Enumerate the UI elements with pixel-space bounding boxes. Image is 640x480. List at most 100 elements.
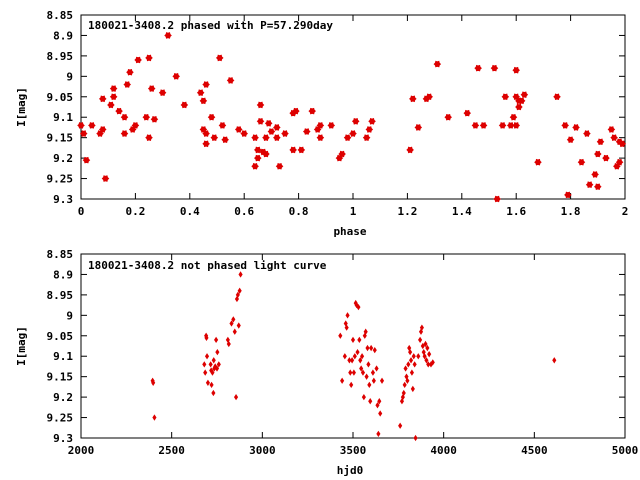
unphased-data-point — [425, 344, 430, 352]
unphased-data-point — [361, 393, 366, 401]
unphased-data-point — [350, 336, 356, 344]
phased-data-point — [196, 89, 205, 96]
phased-data-point — [199, 97, 208, 105]
phased-data-point — [254, 154, 262, 162]
phased-x-tick-label: 2 — [622, 205, 629, 218]
unphased-y-tick-label: 9.2 — [53, 391, 73, 404]
unphased-data-point — [368, 398, 373, 405]
unphased-data-point — [232, 328, 237, 335]
phased-x-axis-label: phase — [333, 225, 366, 238]
phased-data-point — [120, 130, 129, 137]
unphased-x-tick-label: 4500 — [521, 444, 548, 457]
unphased-y-tick-label: 8.85 — [47, 248, 74, 261]
unphased-data-point — [202, 361, 207, 368]
unphased-data-point — [367, 381, 372, 388]
phased-x-tick-label: 1 — [350, 205, 357, 218]
phased-data-point — [572, 124, 580, 131]
phased-data-point — [316, 122, 325, 129]
phased-y-axis-label: I[mag] — [15, 87, 28, 127]
unphased-data-point — [375, 402, 380, 409]
unphased-data-point — [410, 385, 415, 393]
unphased-data-point — [416, 353, 421, 360]
phased-data-point — [98, 126, 107, 133]
unphased-data-point — [430, 359, 435, 366]
unphased-data-point — [409, 369, 414, 376]
phased-data-point — [256, 101, 265, 109]
unphased-data-point — [236, 322, 241, 329]
phased-data-point — [164, 32, 172, 39]
phased-data-point — [115, 107, 123, 115]
unphased-data-point — [403, 365, 408, 372]
unphased-data-point — [347, 357, 352, 364]
phased-data-point — [126, 68, 134, 76]
phased-x-tick-label: 1.2 — [397, 205, 417, 218]
unphased-data-point — [371, 377, 376, 384]
unphased-data-point — [203, 369, 208, 376]
phased-data-point — [365, 126, 374, 133]
unphased-y-tick-label: 9.15 — [47, 371, 74, 384]
phased-y-tick-label: 9.2 — [53, 152, 73, 165]
phased-data-point — [101, 175, 110, 182]
unphased-y-tick-label: 9.1 — [53, 350, 73, 363]
phased-data-point — [566, 136, 575, 143]
phased-data-point — [493, 195, 501, 203]
phased-y-tick-label: 9.3 — [53, 193, 73, 206]
unphased-data-point — [412, 361, 417, 368]
unphased-data-point — [418, 336, 423, 344]
unphased-panel: 2000 2500 3000 3500 4000 4500 5000 8.85 8.9 8.95 9… — [15, 248, 638, 477]
phased-data-point — [267, 128, 276, 135]
phased-data-point — [316, 134, 325, 141]
phased-x-tick-label: 0.2 — [125, 205, 145, 218]
unphased-x-tick-label: 5000 — [612, 444, 639, 457]
phased-data-point — [618, 140, 627, 148]
phased-data-point — [109, 93, 118, 101]
unphased-x-tick-label: 2000 — [68, 444, 95, 457]
phased-data-point — [406, 146, 414, 154]
unphased-data-point — [352, 353, 357, 360]
phased-data-point — [506, 122, 515, 129]
unphased-data-point — [413, 434, 418, 442]
unphased-data-point — [379, 377, 385, 384]
phased-data-point — [343, 134, 352, 141]
unphased-data-point — [215, 348, 220, 356]
phased-data-point — [256, 118, 265, 125]
phased-data-point — [594, 150, 602, 158]
unphased-data-point — [423, 340, 428, 348]
unphased-data-point — [345, 312, 350, 319]
phased-data-point — [297, 146, 306, 154]
unphased-data-point — [370, 369, 376, 376]
phased-data-point — [553, 93, 561, 101]
phased-data-point — [351, 118, 360, 125]
phased-data-point — [79, 130, 88, 137]
phased-data-point — [517, 97, 526, 105]
phased-data-point — [564, 191, 572, 199]
unphased-data-point — [369, 344, 374, 352]
unphased-data-point — [376, 430, 381, 438]
phased-y-tick-label: 8.85 — [47, 9, 74, 22]
unphased-data-point — [338, 332, 343, 339]
phased-data-point — [425, 93, 433, 101]
phased-data-point — [273, 134, 281, 141]
unphased-data-point — [366, 361, 371, 368]
phased-data-point — [594, 183, 602, 190]
unphased-y-tick-label: 9.3 — [53, 432, 73, 445]
unphased-data-point — [151, 379, 156, 386]
phased-data-point — [520, 91, 529, 98]
phased-data-points — [77, 32, 627, 203]
phased-data-point — [610, 134, 618, 141]
unphased-data-point — [420, 342, 425, 350]
phased-x-tick-label: 0.4 — [180, 205, 200, 218]
unphased-data-point — [377, 398, 382, 405]
unphased-data-point — [357, 336, 362, 344]
unphased-data-point — [365, 344, 370, 352]
phased-data-point — [338, 150, 346, 158]
phased-data-point — [77, 122, 85, 129]
phased-data-point — [474, 64, 482, 72]
phased-data-point — [501, 93, 510, 101]
phased-data-point — [534, 158, 542, 166]
phased-x-tick-label: 1.6 — [506, 205, 526, 218]
unphased-data-point — [344, 324, 349, 331]
phased-y-tick-label: 9 — [66, 70, 73, 83]
phased-data-point — [262, 134, 270, 141]
phased-data-point — [596, 138, 605, 146]
